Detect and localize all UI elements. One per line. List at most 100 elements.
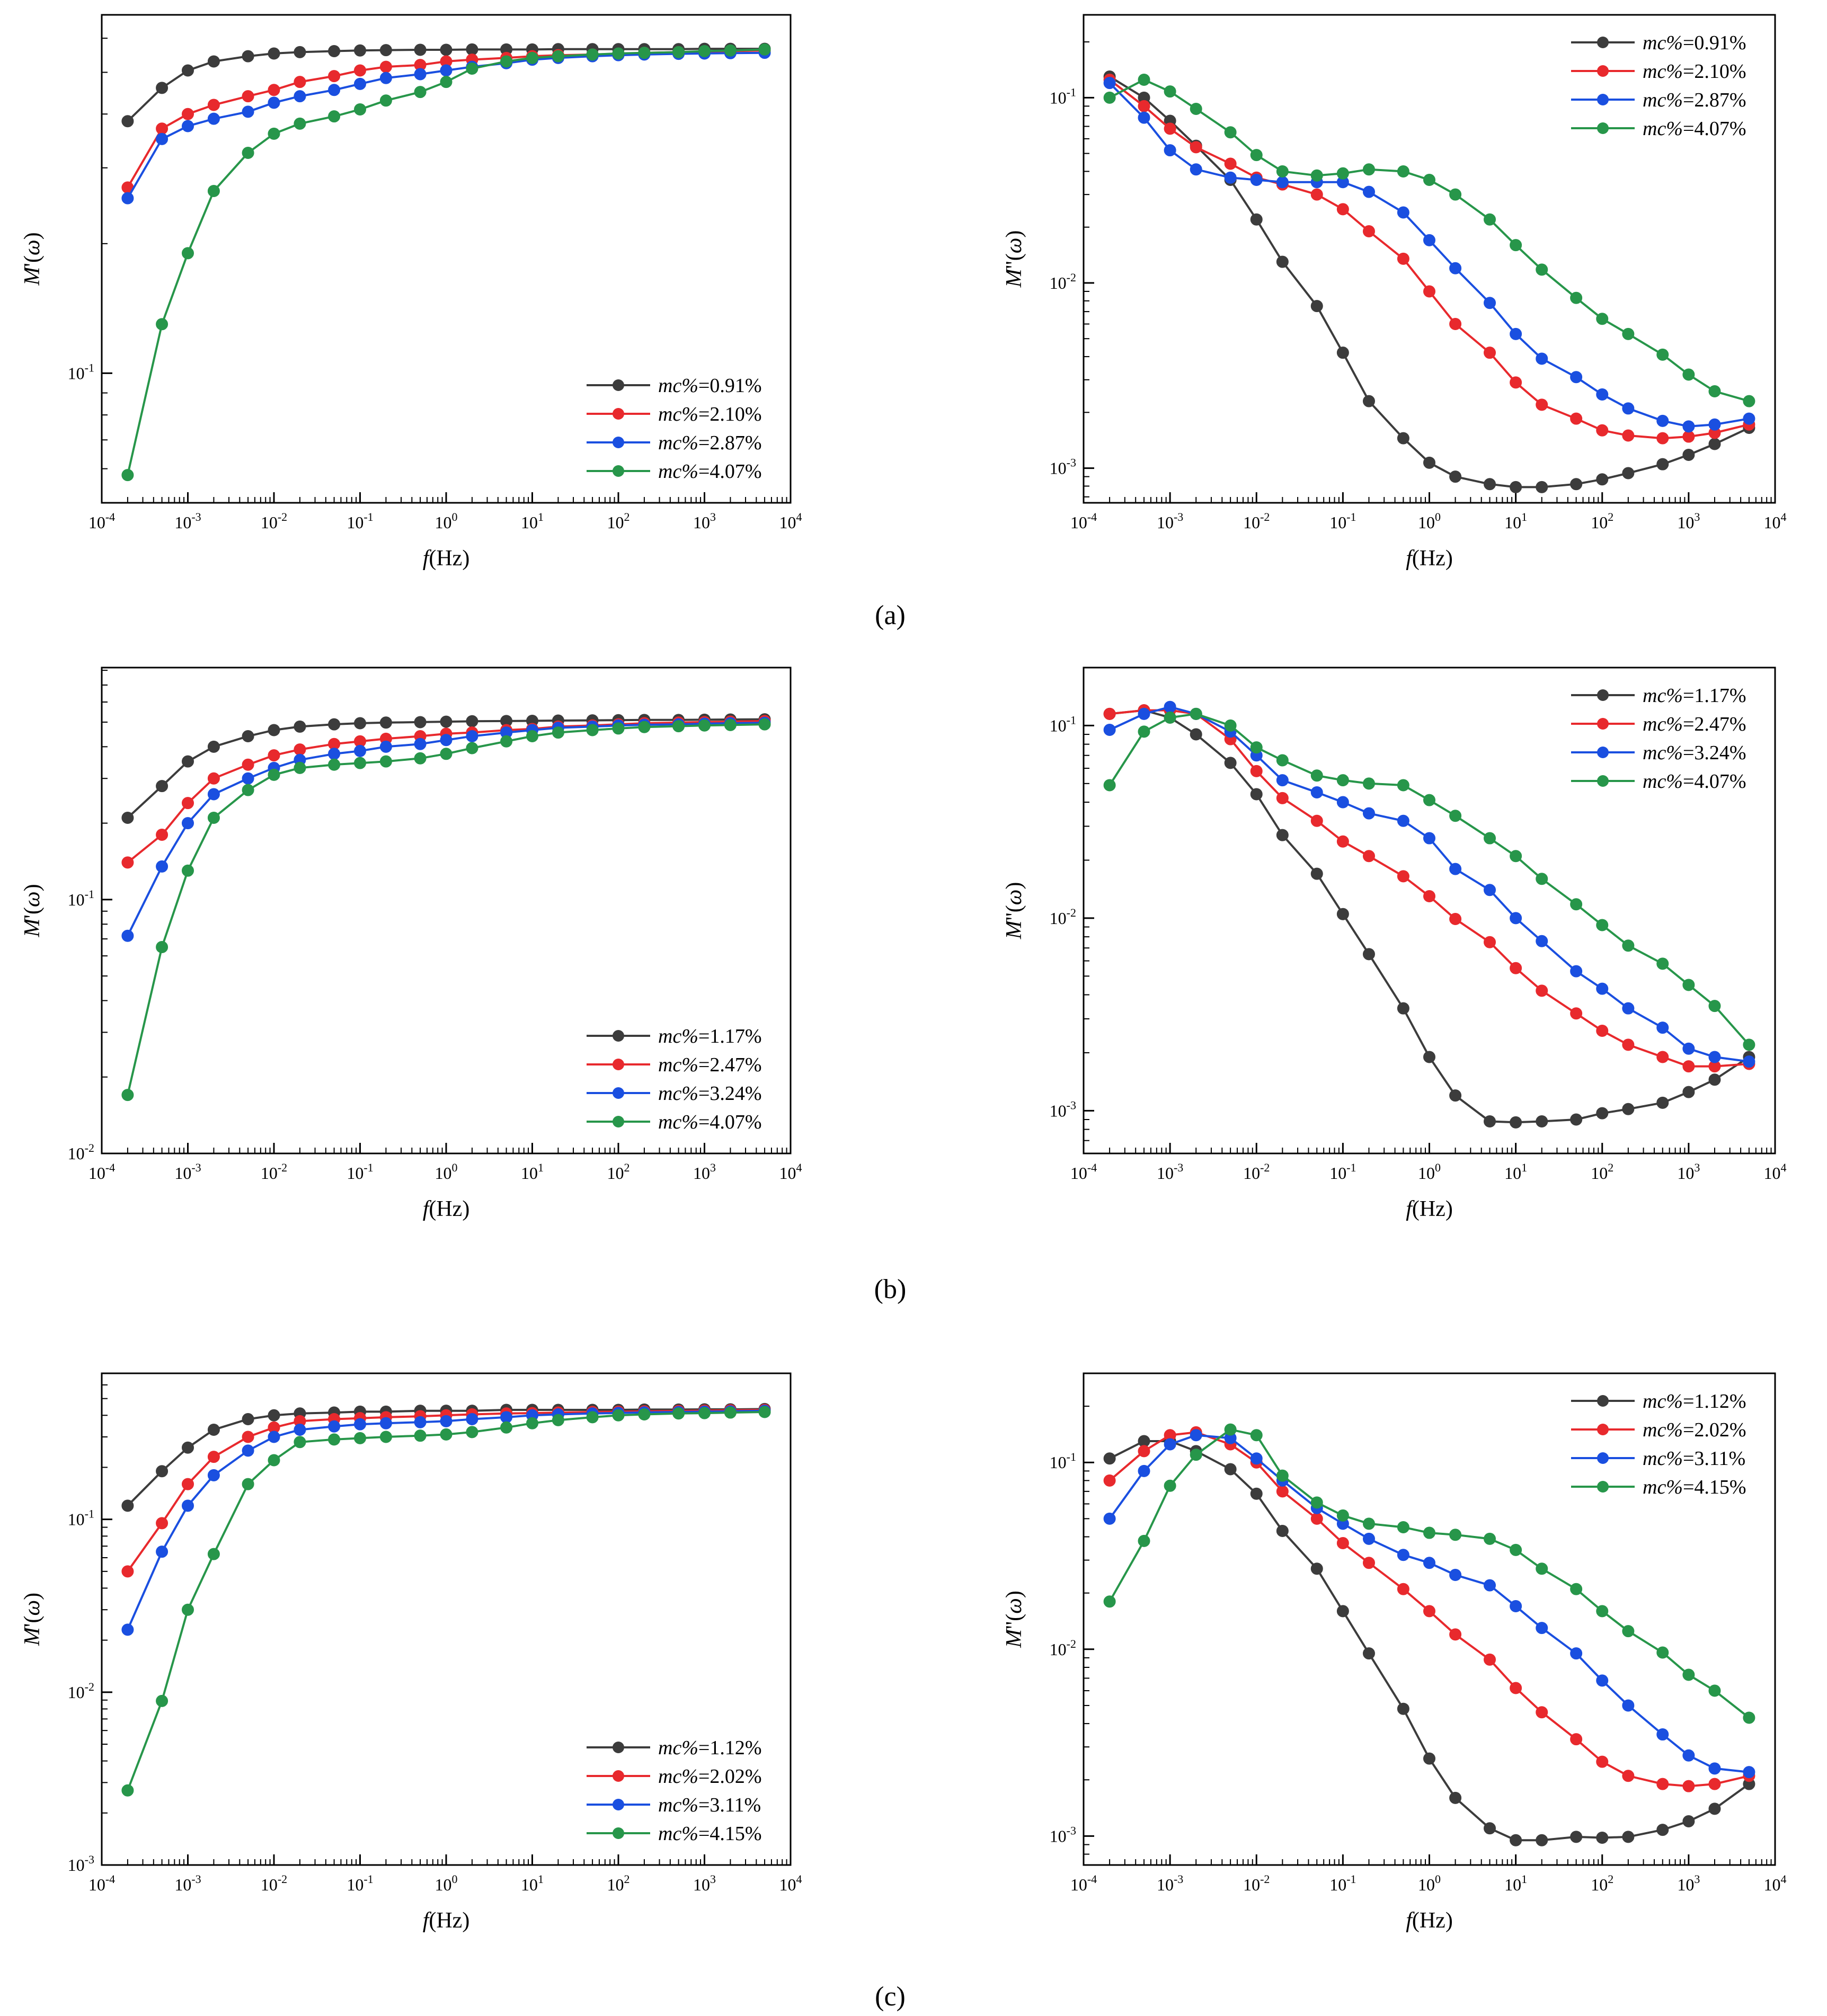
data-point: [612, 47, 625, 60]
y-tick-label: 10-1: [1050, 713, 1076, 735]
data-point: [156, 860, 168, 873]
data-point: [328, 1433, 341, 1446]
data-point: [552, 726, 564, 739]
x-tick-label: 10-3: [1157, 510, 1183, 532]
legend-marker: [613, 1827, 624, 1839]
data-point: [698, 45, 711, 58]
data-point: [1336, 1605, 1349, 1618]
data-point: [1743, 1766, 1755, 1779]
data-point: [1250, 765, 1263, 777]
legend: mc%=1.17% mc%=2.47% mc%=3.24% mc%=4.07%: [587, 1025, 762, 1133]
data-point: [1743, 1038, 1755, 1051]
data-point: [207, 1451, 220, 1463]
data-point: [1596, 388, 1609, 401]
x-axis-title: f(Hz): [423, 546, 470, 571]
data-point: [1397, 252, 1409, 265]
legend-marker: [613, 1116, 624, 1127]
data-point: [354, 44, 366, 57]
series-green: [121, 43, 771, 482]
data-point: [1190, 1429, 1202, 1442]
data-point: [1103, 1474, 1116, 1487]
x-axis-title: f(Hz): [1406, 1197, 1453, 1221]
panel-label-a: (a): [875, 600, 906, 630]
legend-marker: [1597, 775, 1609, 787]
series-green: [1103, 73, 1755, 407]
data-point: [268, 749, 280, 762]
data-point: [294, 76, 306, 88]
data-point: [328, 70, 341, 83]
data-point: [1310, 786, 1323, 798]
data-point: [1570, 1007, 1583, 1020]
x-tick-label: 100: [435, 510, 458, 532]
data-point: [1138, 73, 1150, 86]
data-point: [182, 1478, 194, 1490]
data-point: [1397, 1702, 1409, 1715]
x-axis-title: f(Hz): [423, 1908, 470, 1933]
data-point: [1362, 850, 1375, 863]
x-tick-label: 10-2: [261, 510, 287, 532]
data-point: [1449, 470, 1462, 483]
data-point: [156, 122, 168, 135]
data-point: [1656, 1824, 1669, 1836]
data-point: [1536, 873, 1548, 885]
legend-marker: [613, 1087, 624, 1099]
data-point: [1397, 1583, 1409, 1595]
y-tick-label: 10-3: [1050, 456, 1076, 478]
x-tick-label: 10-2: [261, 1872, 287, 1894]
data-point: [1656, 1022, 1669, 1034]
data-point: [1397, 814, 1409, 827]
data-point: [328, 45, 341, 58]
data-point: [242, 105, 254, 118]
legend-marker: [1597, 122, 1609, 134]
data-point: [1510, 1682, 1522, 1694]
x-tick-label: 104: [1764, 1872, 1787, 1894]
data-point: [354, 77, 366, 90]
data-point: [1224, 757, 1237, 769]
data-point: [1484, 213, 1496, 226]
data-point: [1536, 1834, 1548, 1846]
data-point: [1138, 1445, 1150, 1458]
legend-label: mc%=3.11%: [1643, 1447, 1745, 1470]
data-point: [1362, 163, 1375, 176]
data-point: [294, 1436, 306, 1449]
data-point: [1397, 1521, 1409, 1533]
legend-marker: [613, 1770, 624, 1782]
data-point: [182, 64, 194, 77]
data-point: [1423, 1752, 1435, 1765]
data-point: [1510, 1834, 1522, 1846]
data-point: [1423, 1605, 1435, 1618]
data-point: [1596, 1605, 1609, 1618]
data-point: [1310, 814, 1323, 827]
data-point: [121, 811, 134, 824]
data-point: [440, 715, 453, 728]
legend-marker: [1597, 1452, 1609, 1464]
series-blue: [1103, 700, 1755, 1068]
y-tick-label: 10-1: [68, 887, 94, 909]
data-point: [1622, 1103, 1635, 1115]
data-point: [1656, 1646, 1669, 1659]
data-point: [1682, 1815, 1695, 1827]
data-point: [207, 788, 220, 801]
legend: mc%=1.17% mc%=2.47% mc%=3.24% mc%=4.07%: [1571, 685, 1746, 793]
data-point: [1596, 313, 1609, 325]
x-tick-label: 104: [779, 1161, 802, 1183]
data-point: [672, 46, 685, 58]
data-point: [1484, 936, 1496, 948]
data-point: [294, 720, 306, 733]
data-point: [379, 60, 392, 73]
data-point: [1596, 982, 1609, 995]
data-point: [328, 748, 341, 760]
data-point: [1276, 1485, 1289, 1498]
data-point: [1743, 1711, 1755, 1724]
data-point: [242, 1444, 254, 1457]
data-point: [328, 84, 341, 96]
data-point: [1682, 1060, 1695, 1073]
data-point: [207, 55, 220, 68]
x-tick-label: 102: [607, 510, 630, 532]
x-tick-label: 10-2: [1243, 1161, 1270, 1183]
data-point: [379, 1417, 392, 1429]
data-point: [121, 856, 134, 869]
data-point: [242, 772, 254, 785]
data-point: [1423, 1526, 1435, 1539]
data-point: [1708, 438, 1721, 450]
